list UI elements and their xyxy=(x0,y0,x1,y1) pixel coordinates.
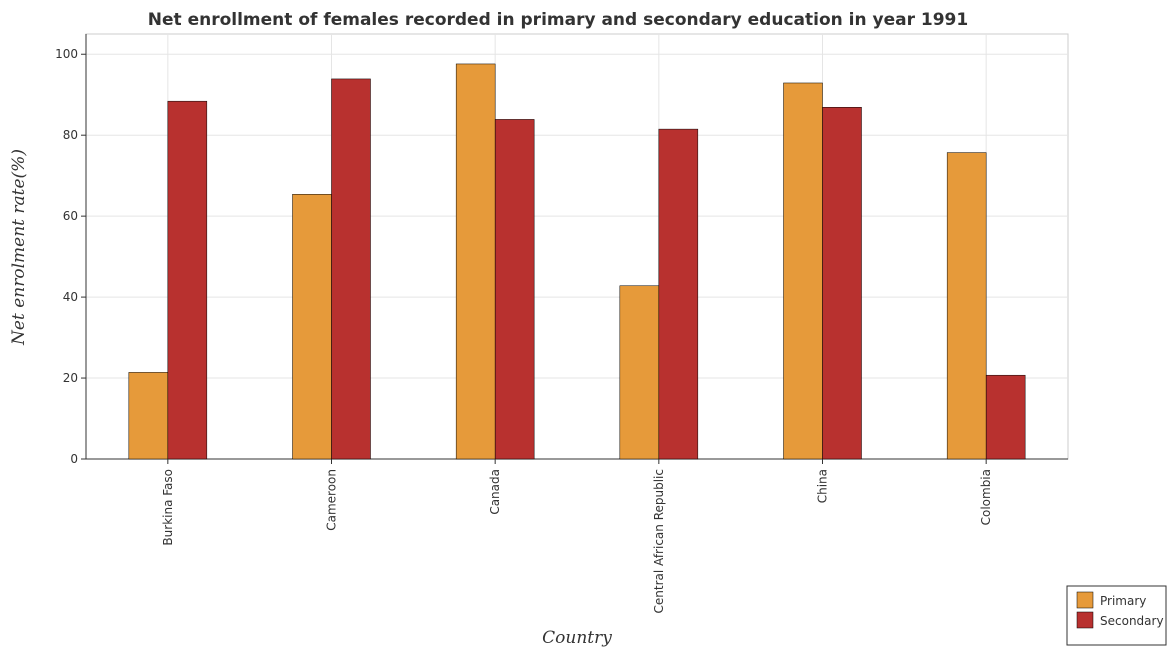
y-axis-label: Net enrolment rate(%) xyxy=(9,149,29,346)
bar-primary xyxy=(619,285,660,460)
bar-primary xyxy=(946,152,987,460)
y-tick-label: 80 xyxy=(63,128,78,142)
bar-secondary xyxy=(494,119,535,460)
x-tick-label: Canada xyxy=(488,469,502,515)
x-tick-label: China xyxy=(816,469,830,503)
chart-title: Net enrollment of females recorded in pr… xyxy=(148,10,968,30)
y-tick-label: 60 xyxy=(63,209,78,223)
x-tick-label: Cameroon xyxy=(325,469,339,531)
x-axis-label: Country xyxy=(542,628,612,648)
x-tick-label: Burkina Faso xyxy=(161,469,175,546)
legend-label-primary: Primary xyxy=(1100,594,1146,608)
bar-secondary xyxy=(167,100,208,460)
bar-primary xyxy=(128,372,169,460)
plot-area: 0 20 40 60 80 100 Burkina Faso Cameroon Canada Ce… xyxy=(55,33,1069,613)
legend-swatch-primary xyxy=(1076,591,1094,609)
y-tick-label: 20 xyxy=(63,371,78,385)
bar-secondary xyxy=(331,78,371,460)
y-tick-label: 100 xyxy=(55,47,78,61)
legend-label-secondary: Secondary xyxy=(1100,614,1164,628)
y-tick-label: 40 xyxy=(63,290,78,304)
x-tick-label: Central African Republic xyxy=(652,469,666,613)
plot-frame xyxy=(85,33,1069,460)
x-tick-label: Colombia xyxy=(979,469,993,525)
y-tick-label: 0 xyxy=(70,452,78,466)
bar-primary xyxy=(783,82,823,460)
legend: Primary Secondary xyxy=(1066,585,1167,646)
bar-primary xyxy=(292,194,332,460)
bar-secondary xyxy=(985,374,1026,460)
bar-secondary xyxy=(658,128,699,460)
bar-primary xyxy=(455,63,496,460)
bar-secondary xyxy=(822,107,862,460)
legend-swatch-secondary xyxy=(1076,611,1094,629)
